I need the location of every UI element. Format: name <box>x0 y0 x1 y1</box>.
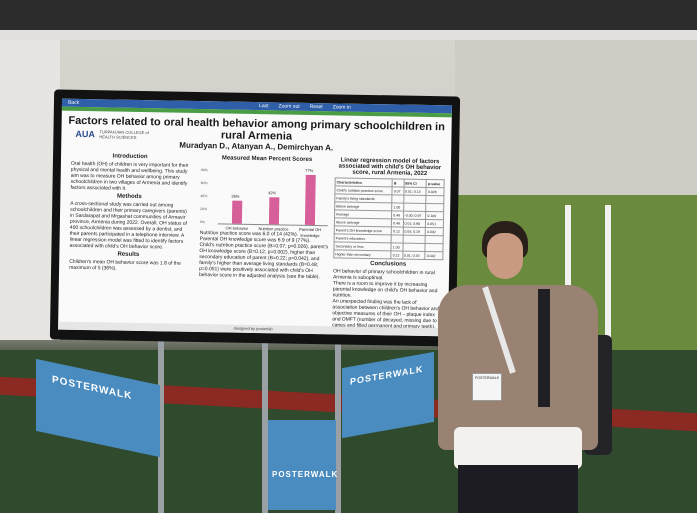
stand-pole <box>335 340 341 513</box>
results-bullet: Child's nutrition practice score (B=0.07… <box>198 242 329 281</box>
table-cell <box>392 194 404 204</box>
poster-screen: Back Last Zoom out Reset Zoom in Factors… <box>58 98 452 337</box>
aua-logo-subtitle: TURPANJIAN COLLEGE of HEALTH SCIENCES <box>99 129 149 140</box>
poster-left-column: Introduction Oral health (OH) of childre… <box>69 151 189 273</box>
y-tick-label: 20% <box>200 207 208 212</box>
toolbar-back[interactable]: Back <box>67 99 80 106</box>
table-cell: 0.01; 0.43 <box>402 251 426 260</box>
table-cell: 0.22 <box>391 250 403 260</box>
y-tick-label: 60% <box>200 181 208 186</box>
bar-category-label: Nutrition practice <box>258 226 289 232</box>
table-cell: 0.48 <box>391 218 404 228</box>
table-cell: B <box>392 178 404 188</box>
tower-drawing <box>605 205 611 355</box>
bar <box>268 196 280 225</box>
table-cell: Higher than secondary <box>333 249 392 259</box>
poster-monitor: Back Last Zoom out Reset Zoom in Factors… <box>49 89 461 347</box>
sweater <box>438 285 598 450</box>
table-row: Higher than secondary 0.22 0.01; 0.43 0.042 <box>333 249 443 260</box>
bar <box>305 174 317 226</box>
banner-text: POSTERWALK <box>272 470 339 479</box>
bar-value-label: 42% <box>268 189 277 196</box>
stand-pole <box>262 340 268 513</box>
regression-heading: Linear regression model of factors assoc… <box>338 157 442 177</box>
presenter: POSTERWALK <box>434 215 612 513</box>
name-badge: POSTERWALK <box>472 373 502 401</box>
introduction-text: Oral health (OH) of children is very imp… <box>70 160 189 192</box>
chart-heading: Measured Mean Percent Scores <box>221 155 313 163</box>
posterwalk-banner: POSTERWALK <box>268 420 339 510</box>
pants <box>458 465 578 513</box>
conclusion-bullet: An unexpected finding was the lack of as… <box>332 298 440 331</box>
toolbar-last[interactable]: Last <box>259 103 269 110</box>
y-tick-label: 40% <box>200 194 208 199</box>
table-cell: 0.07 <box>392 186 404 196</box>
results-heading: Results <box>117 251 140 258</box>
y-tick-label: 0% <box>199 220 206 225</box>
toolbar-zoom-in[interactable]: Zoom in <box>332 104 351 111</box>
table-cell <box>391 234 403 244</box>
y-tick-label: 80% <box>200 168 208 173</box>
conclusion-bullet: There is a room to improve it by increas… <box>332 280 438 299</box>
table-cell: p-value <box>426 179 445 188</box>
stand-pole <box>158 330 164 513</box>
bar-value-label: 77% <box>305 167 314 173</box>
poster-right-column: Linear regression model of factors assoc… <box>332 155 445 336</box>
shirt <box>454 427 582 469</box>
toolbar-zoom-out[interactable]: Zoom out <box>278 103 300 110</box>
regression-table: Characteristics B 95% CI p-value Child's nut… <box>333 177 445 260</box>
right-wall <box>455 40 697 200</box>
table-cell: 0.48 <box>391 210 404 220</box>
bar-category-label: OH behavior <box>225 225 249 231</box>
poster-mid-column: Measured Mean Percent Scores 80% 60% 40% 20… <box>199 153 333 280</box>
bar-value-label: 36% <box>231 193 240 199</box>
ceiling <box>0 0 697 30</box>
bar-category-label: Parental OH knowledge <box>299 226 322 239</box>
toolbar-reset[interactable]: Reset <box>309 103 323 111</box>
face <box>487 233 523 279</box>
table-cell: 0.026 <box>426 187 445 196</box>
backpack-strap <box>538 289 550 407</box>
tower-drawing <box>565 205 571 345</box>
methods-text: A cross-sectional study was carried out … <box>69 200 187 251</box>
table-cell: 1.00 <box>391 242 403 252</box>
badge-text: POSTERWALK <box>475 376 500 380</box>
methods-heading: Methods <box>116 193 142 201</box>
ceiling-edge <box>0 30 697 40</box>
results-text: Children's mean OH behavior score was 1.… <box>69 258 181 272</box>
table-cell: 1.00 <box>391 202 404 212</box>
bar <box>231 200 243 224</box>
conclusions-heading: Conclusions <box>370 261 407 268</box>
table-cell: 0.12 <box>391 226 403 236</box>
aua-logo: AUA <box>75 128 96 140</box>
bar-chart: 80% 60% 40% 20% 0% 36% OH behavior 42% Nutrition… <box>200 163 329 238</box>
introduction-heading: Introduction <box>112 153 148 161</box>
